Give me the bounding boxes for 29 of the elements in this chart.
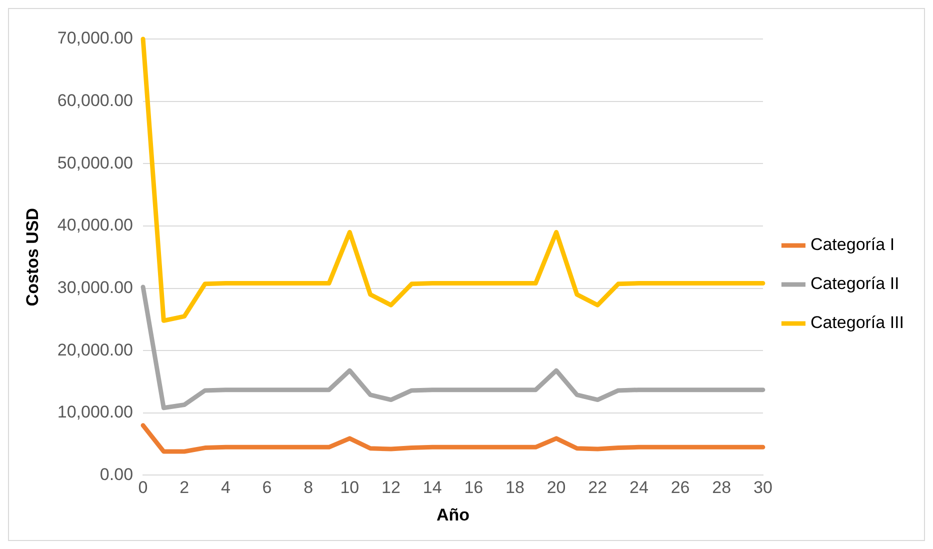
legend-label: Categoría I xyxy=(810,235,895,254)
x-tick-label: 20 xyxy=(546,478,566,498)
x-tick-label: 4 xyxy=(220,478,230,498)
x-tick-label: 12 xyxy=(382,478,400,498)
y-tick-label: 50,000.00 xyxy=(57,153,134,172)
x-tick-label: 26 xyxy=(670,478,690,498)
y-tick-label: 60,000.00 xyxy=(57,91,134,110)
y-tick-label: 20,000.00 xyxy=(57,340,134,360)
x-tick-label: 8 xyxy=(304,478,314,498)
y-tick-label: 30,000.00 xyxy=(57,278,134,297)
legend-label: Categoría II xyxy=(810,274,900,294)
x-tick-label: 6 xyxy=(262,478,272,498)
x-tick-label: 24 xyxy=(630,478,648,498)
x-tick-label: 0 xyxy=(138,478,148,498)
legend-label: Categoría III xyxy=(810,313,904,332)
x-tick-label: 30 xyxy=(753,478,772,498)
x-tick-label: 22 xyxy=(588,478,608,498)
y-tick-label: 10,000.00 xyxy=(57,402,134,422)
x-tick-label: 14 xyxy=(422,478,442,498)
y-axis-title: Costos USD xyxy=(22,208,42,306)
y-tick-label: 0.00 xyxy=(100,464,134,484)
x-tick-label: 28 xyxy=(712,478,732,498)
y-tick-label: 70,000.00 xyxy=(57,28,134,48)
x-axis-title: Año xyxy=(436,505,470,524)
x-tick-label: 10 xyxy=(340,478,360,498)
x-tick-label: 18 xyxy=(506,478,524,498)
y-tick-label: 40,000.00 xyxy=(57,216,134,235)
x-tick-label: 16 xyxy=(464,478,484,498)
x-tick-label: 2 xyxy=(180,478,190,498)
